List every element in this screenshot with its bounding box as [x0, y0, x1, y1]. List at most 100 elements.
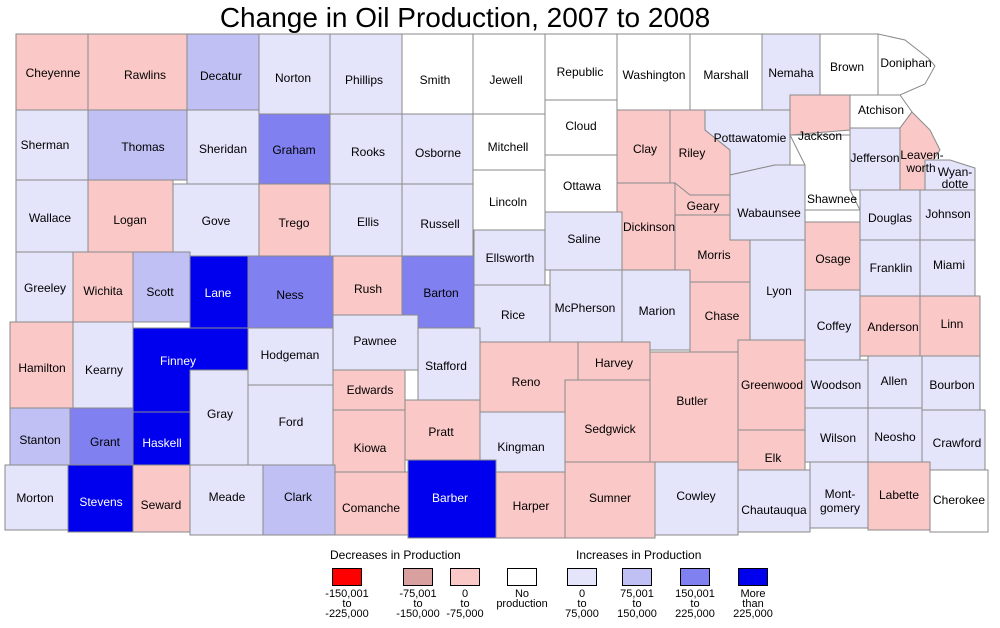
county-label-rush: Rush	[354, 282, 382, 296]
county-label-republic: Republic	[557, 65, 604, 79]
county-chautauqua[interactable]	[737, 469, 811, 533]
county-label-chase: Chase	[705, 309, 740, 323]
county-label-rawlins: Rawlins	[124, 68, 166, 82]
county-label-sedgwick: Sedgwick	[584, 422, 636, 436]
legend-label-line: 225,000	[733, 608, 773, 620]
county-label-sheridan: Sheridan	[199, 142, 247, 156]
county-label-atchison: Atchison	[858, 103, 904, 117]
legend-label-line: -150,001	[325, 588, 369, 600]
legend-label-line: -75,000	[446, 608, 484, 620]
legend-label-line: 75,001	[620, 588, 654, 600]
county-label-franklin: Franklin	[870, 261, 913, 275]
county-label-neosho: Neosho	[874, 430, 916, 444]
county-label-mitchell: Mitchell	[488, 140, 529, 154]
county-label-kiowa: Kiowa	[354, 441, 387, 455]
county-label-pratt: Pratt	[428, 425, 454, 439]
county-label-barber: Barber	[432, 491, 468, 505]
legend-label-line: 0	[578, 588, 586, 600]
legend-swatch-dec-0-75	[450, 568, 480, 586]
county-label-clark: Clark	[284, 490, 313, 504]
legend-label-line: 225,000	[675, 608, 715, 620]
county-label-johnson: Johnson	[925, 207, 970, 221]
legend-swatch-inc-over-225	[738, 568, 768, 586]
county-label-lyon: Lyon	[766, 284, 792, 298]
county-label-saline: Saline	[567, 232, 601, 246]
legend-swatch-inc-75-150	[622, 568, 652, 586]
county-cowley[interactable]	[654, 461, 739, 536]
county-label-gomery: gomery	[820, 501, 860, 515]
county-label-stanton: Stanton	[19, 433, 60, 447]
county-label-edwards: Edwards	[347, 383, 394, 397]
county-label-linn: Linn	[941, 317, 964, 331]
county-label-ness: Ness	[276, 288, 303, 302]
county-label-greenwood: Greenwood	[741, 378, 803, 392]
legend-increases-title: Increases in Production	[576, 548, 702, 562]
county-label-comanche: Comanche	[342, 501, 400, 515]
legend-label-line: -150,000	[396, 608, 440, 620]
county-label-norton: Norton	[275, 71, 311, 85]
county-label-allen: Allen	[881, 374, 908, 388]
county-label-graham: Graham	[272, 143, 315, 157]
county-cherokee[interactable]	[929, 469, 989, 533]
legend-label-line: 75,000	[565, 608, 599, 620]
county-label-sherman: Sherman	[21, 138, 70, 152]
legend-swatch-inc-0-75	[567, 568, 597, 586]
county-label-wichita: Wichita	[83, 284, 123, 298]
county-label-cheyenne: Cheyenne	[26, 66, 81, 80]
county-label-nemaha: Nemaha	[768, 66, 814, 80]
county-label-kearny: Kearny	[85, 363, 123, 377]
county-label-pawnee: Pawnee	[353, 334, 397, 348]
legend-label-dec-0-75: 0 to -75,000	[430, 589, 500, 620]
county-label-douglas: Douglas	[868, 211, 912, 225]
legend-label-line: to	[413, 598, 423, 610]
county-label-kingman: Kingman	[497, 440, 544, 454]
county-label-lane: Lane	[205, 286, 232, 300]
county-sedgwick[interactable]	[564, 379, 651, 463]
legend-label-none: No production	[487, 588, 557, 610]
legend-label-line: 150,000	[617, 608, 657, 620]
county-label-scott: Scott	[146, 285, 174, 299]
county-sumner[interactable]	[564, 461, 656, 539]
county-label-brown: Brown	[830, 60, 864, 74]
legend-swatch-none	[507, 568, 537, 586]
county-label-gray: Gray	[207, 407, 233, 421]
county-label-stevens: Stevens	[79, 495, 122, 509]
county-label-cowley: Cowley	[676, 489, 715, 503]
county-label-cherokee: Cherokee	[933, 493, 985, 507]
legend-label-line: -75,001	[399, 588, 437, 600]
county-label-gove: Gove	[202, 214, 231, 228]
county-label-pottawatomie: Pottawatomie	[714, 131, 787, 145]
county-label-morton: Morton	[16, 491, 53, 505]
county-label-elk: Elk	[765, 451, 783, 465]
county-label-grant: Grant	[90, 435, 121, 449]
county-label-phillips: Phillips	[345, 73, 383, 87]
legend-label-inc-150-225: 150,001 to 225,000	[660, 589, 730, 620]
county-label-russell: Russell	[420, 217, 459, 231]
county-label-geary: Geary	[687, 199, 720, 213]
legend-label-line: More	[740, 588, 766, 600]
legend-label-line: No	[514, 588, 530, 600]
county-label-mcpherson: McPherson	[555, 301, 616, 315]
county-label-butler: Butler	[676, 394, 707, 408]
county-label-dotte: dotte	[942, 177, 969, 191]
county-label-smith: Smith	[420, 73, 451, 87]
county-label-leaven: Leaven-	[900, 148, 943, 162]
county-label-clay: Clay	[633, 142, 657, 156]
county-label-ellsworth: Ellsworth	[486, 251, 535, 265]
county-label-worth: worth	[905, 161, 935, 175]
county-label-seward: Seward	[141, 498, 182, 512]
county-label-logan: Logan	[113, 213, 146, 227]
county-label-hodgeman: Hodgeman	[261, 348, 320, 362]
county-wabaunsee[interactable]	[729, 164, 806, 241]
county-label-doniphan: Doniphan	[880, 56, 931, 70]
county-label-cloud: Cloud	[565, 119, 596, 133]
legend-label-dec-150-225: -150,001 to -225,000	[312, 588, 382, 620]
county-label-wallace: Wallace	[29, 211, 72, 225]
county-label-marion: Marion	[639, 304, 676, 318]
county-label-stafford: Stafford	[425, 359, 467, 373]
county-label-washington: Washington	[623, 68, 686, 82]
county-label-decatur: Decatur	[200, 69, 242, 83]
county-label-marshall: Marshall	[703, 68, 748, 82]
county-label-haskell: Haskell	[142, 436, 181, 450]
county-label-harper: Harper	[513, 499, 550, 513]
